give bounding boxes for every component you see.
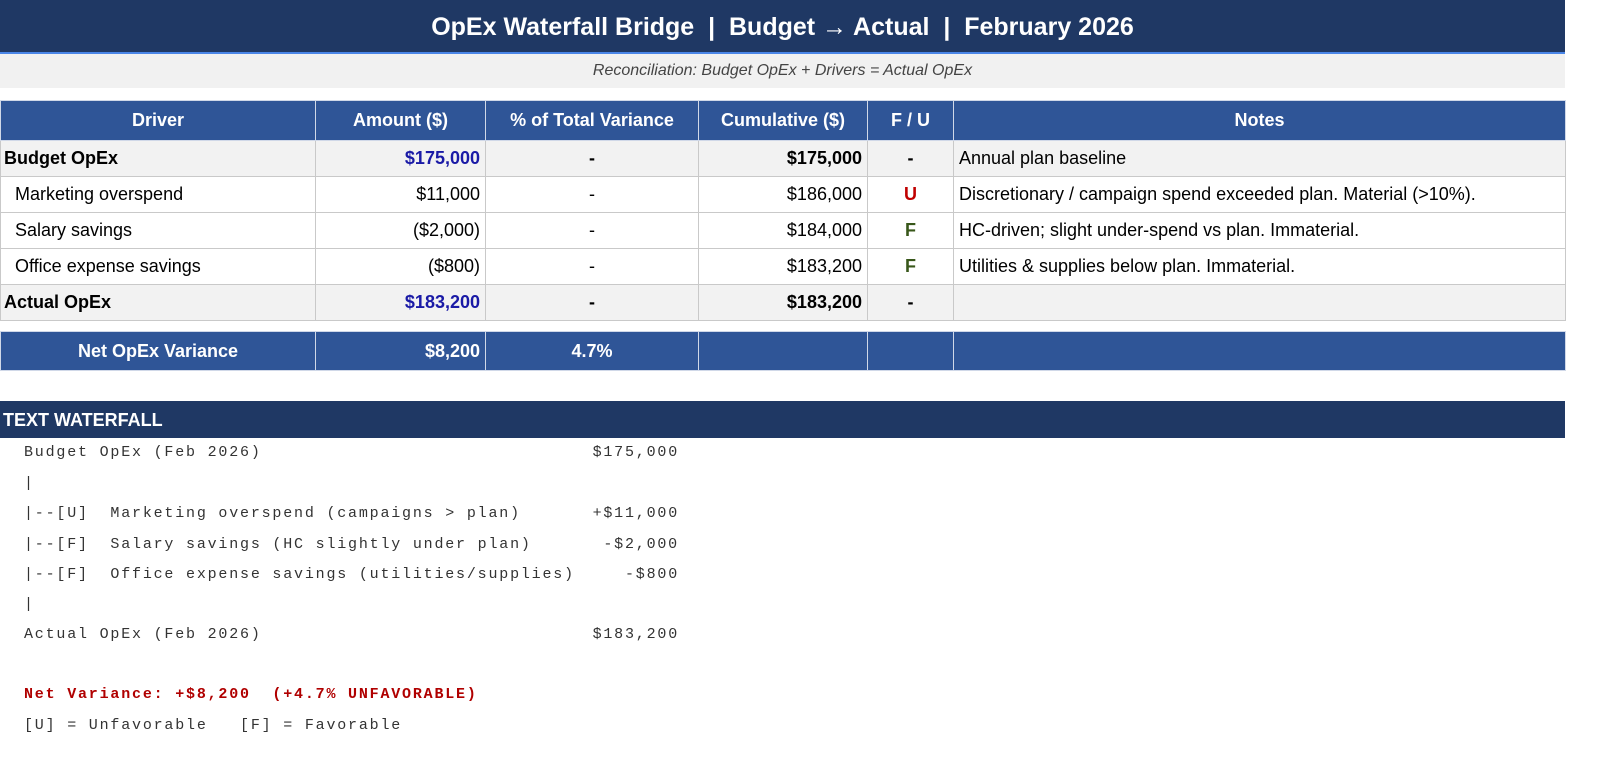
cell: $175,000 — [315, 140, 486, 177]
waterfall-line: Budget OpEx (Feb 2026) $175,000 — [24, 443, 677, 463]
column-header: % of Total Variance — [485, 100, 699, 141]
cell: - — [485, 212, 699, 249]
cell: Marketing overspend — [0, 176, 316, 213]
line-label: | — [24, 475, 35, 492]
table: Driver Amount ($) % of Total Variance Cu… — [0, 100, 1566, 371]
column-header: F / U — [867, 100, 954, 141]
cell: ($800) — [315, 248, 486, 285]
column-header: Cumulative ($) — [698, 100, 868, 141]
cell: ($2,000) — [315, 212, 486, 249]
cell: $183,200 — [698, 248, 868, 285]
net-variance: Net Variance: +$8,200 (+4.7% UNFAVORABLE… — [24, 686, 478, 703]
cell: - — [485, 284, 699, 321]
cell: Net OpEx Variance — [0, 331, 316, 371]
cell: 4.7% — [485, 331, 699, 371]
line-label: |--[F] Salary savings (HC slightly under… — [24, 536, 532, 553]
cell: U — [867, 176, 954, 213]
cell: Utilities & supplies below plan. Immater… — [953, 248, 1566, 285]
row: Budget OpEx $175,000 - $175,000 - Annual… — [0, 140, 1566, 177]
line-amount: -$800 — [624, 566, 679, 583]
cell: Office expense savings — [0, 248, 316, 285]
line-label: Actual OpEx (Feb 2026) — [24, 626, 262, 643]
waterfall-line: |--[F] Office expense savings (utilities… — [24, 565, 677, 585]
line-amount: -$2,000 — [603, 536, 679, 553]
cell: $11,000 — [315, 176, 486, 213]
cell: $175,000 — [698, 140, 868, 177]
net-row: Net OpEx Variance $8,200 4.7% — [0, 331, 1566, 371]
cell: F — [867, 248, 954, 285]
cell — [953, 331, 1566, 371]
row: Marketing overspend $11,000 - $186,000 U… — [0, 176, 1566, 213]
waterfall-line: |--[U] Marketing overspend (campaigns > … — [24, 504, 677, 524]
line-label: |--[F] Office expense savings (utilities… — [24, 566, 575, 583]
cell: Actual OpEx — [0, 284, 316, 321]
cell: - — [867, 284, 954, 321]
cell: F — [867, 212, 954, 249]
cell: HC-driven; slight under-spend vs plan. I… — [953, 212, 1566, 249]
cell — [953, 284, 1566, 321]
line-amount: $175,000 — [592, 444, 679, 461]
waterfall-line: | — [24, 474, 35, 494]
cell: $183,200 — [315, 284, 486, 321]
column-header: Driver — [0, 100, 316, 141]
cell: $184,000 — [698, 212, 868, 249]
line-amount: $183,200 — [592, 626, 679, 643]
cell: Salary savings — [0, 212, 316, 249]
waterfall-line: Actual OpEx (Feb 2026) $183,200 — [24, 625, 677, 645]
cell: $186,000 — [698, 176, 868, 213]
cell: Budget OpEx — [0, 140, 316, 177]
waterfall-line: |--[F] Salary savings (HC slightly under… — [24, 535, 677, 555]
legend: [U] = Unfavorable [F] = Favorable — [24, 717, 403, 734]
section-header: TEXT WATERFALL — [0, 401, 1565, 438]
row: Salary savings ($2,000) - $184,000 F HC-… — [0, 212, 1566, 249]
line-label: |--[U] Marketing overspend (campaigns > … — [24, 505, 521, 522]
cell — [698, 331, 868, 371]
cell: $183,200 — [698, 284, 868, 321]
cell: - — [485, 248, 699, 285]
line-label: Budget OpEx (Feb 2026) — [24, 444, 262, 461]
cell: $8,200 — [315, 331, 486, 371]
column-header: Notes — [953, 100, 1566, 141]
cell: Annual plan baseline — [953, 140, 1566, 177]
line-label: | — [24, 596, 35, 613]
cell: - — [485, 140, 699, 177]
title: OpEx Waterfall Bridge | Budget → Actual … — [0, 0, 1565, 54]
column-header: Amount ($) — [315, 100, 486, 141]
subtitle: Reconciliation: Budget OpEx + Drivers = … — [0, 54, 1565, 88]
row: Office expense savings ($800) - $183,200… — [0, 248, 1566, 285]
header-row: Driver Amount ($) % of Total Variance Cu… — [0, 100, 1566, 141]
waterfall-line: | — [24, 595, 35, 615]
cell: - — [485, 176, 699, 213]
cell: - — [867, 140, 954, 177]
cell: Discretionary / campaign spend exceeded … — [953, 176, 1566, 213]
row: Actual OpEx $183,200 - $183,200 - — [0, 284, 1566, 321]
cell — [867, 331, 954, 371]
line-amount: +$11,000 — [592, 505, 679, 522]
